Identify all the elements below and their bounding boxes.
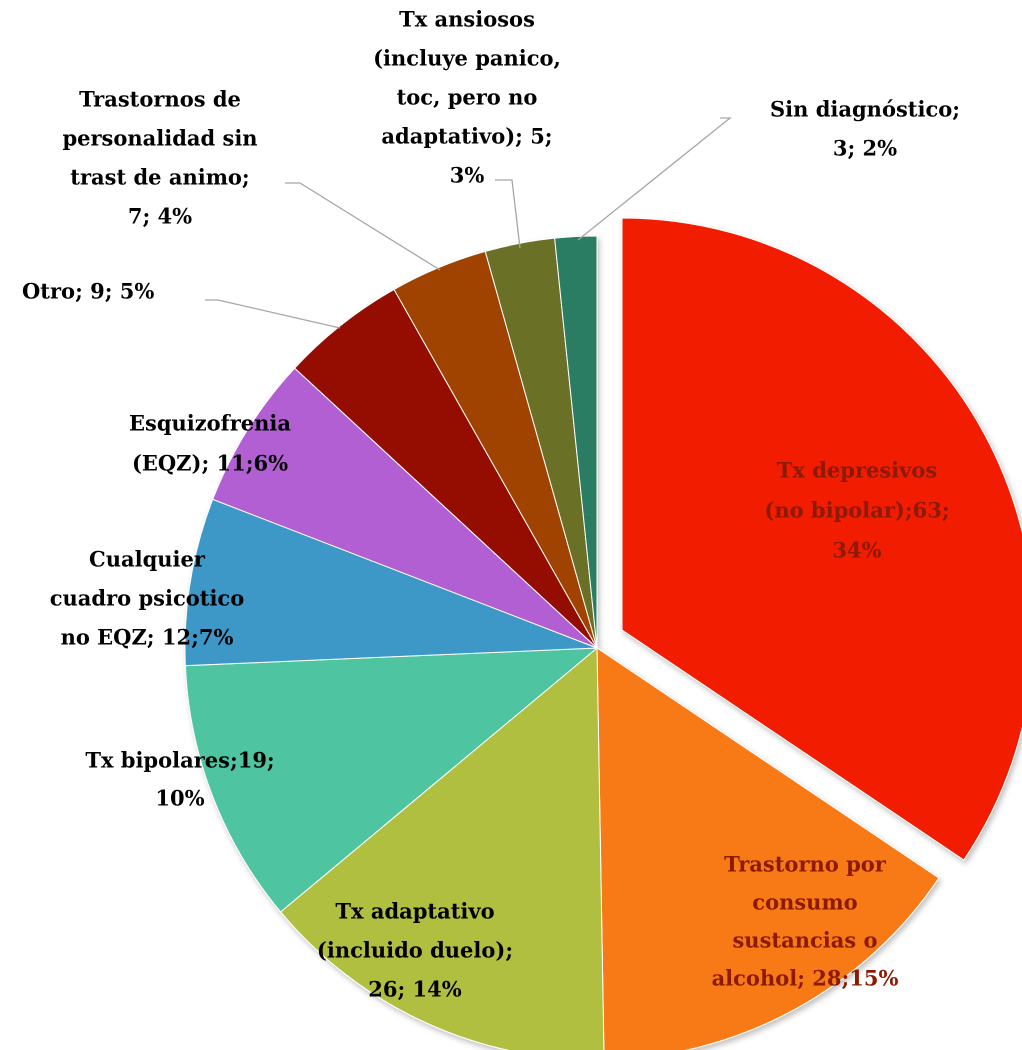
labels: Tx depresivos (no bipolar);63; 34% Trastorn… — [22, 7, 960, 1002]
data-label: cuadro psicotico — [50, 586, 244, 611]
leader-line — [577, 117, 732, 241]
data-label: (incluido duelo); — [317, 938, 513, 963]
data-label: (no bipolar);63; — [764, 498, 949, 523]
data-label: 10% — [155, 786, 204, 811]
data-label: alcohol; 28;15% — [712, 966, 899, 991]
data-label: 34% — [832, 538, 881, 563]
data-label: personalidad sin — [62, 126, 257, 151]
pie-slice — [554, 235, 598, 649]
data-label: Tx depresivos — [777, 458, 937, 483]
data-label: no EQZ; 12;7% — [61, 625, 234, 650]
leader-line — [205, 299, 341, 329]
pie — [184, 217, 1022, 1050]
data-label: Tx bipolares;19; — [85, 748, 274, 773]
leader-line — [495, 179, 521, 249]
data-label: 3% — [450, 163, 485, 188]
data-label: trast de animo; — [70, 165, 249, 190]
data-label: Tx ansiosos — [399, 7, 535, 32]
pie-slice — [279, 646, 605, 1050]
data-label: toc, pero no — [397, 85, 538, 110]
data-label: Tx adaptativo — [335, 899, 494, 924]
data-label: 3; 2% — [833, 136, 897, 161]
data-label: (EQZ); 11;6% — [132, 451, 288, 476]
data-label: Trastorno por — [724, 852, 887, 877]
leader-line — [285, 182, 441, 271]
pie-slice — [596, 647, 940, 1050]
pie-slice — [184, 498, 598, 667]
data-label: Sin diagnóstico; — [770, 97, 960, 122]
pie-slice — [184, 647, 599, 913]
data-label: Esquizofrenia — [129, 411, 291, 436]
data-label: Trastornos de — [79, 87, 241, 112]
data-label: consumo — [752, 890, 857, 915]
data-label: (incluye panico, — [373, 46, 561, 71]
data-label: 7; 4% — [128, 204, 192, 229]
data-label: 26; 14% — [368, 977, 462, 1002]
data-label: sustancias o — [732, 928, 877, 953]
pie-slice — [212, 367, 598, 649]
data-label: adaptativo); 5; — [381, 124, 552, 149]
pie-slice — [621, 217, 1022, 861]
data-label: Cualquier — [89, 547, 206, 572]
data-label: Otro; 9; 5% — [22, 279, 154, 304]
